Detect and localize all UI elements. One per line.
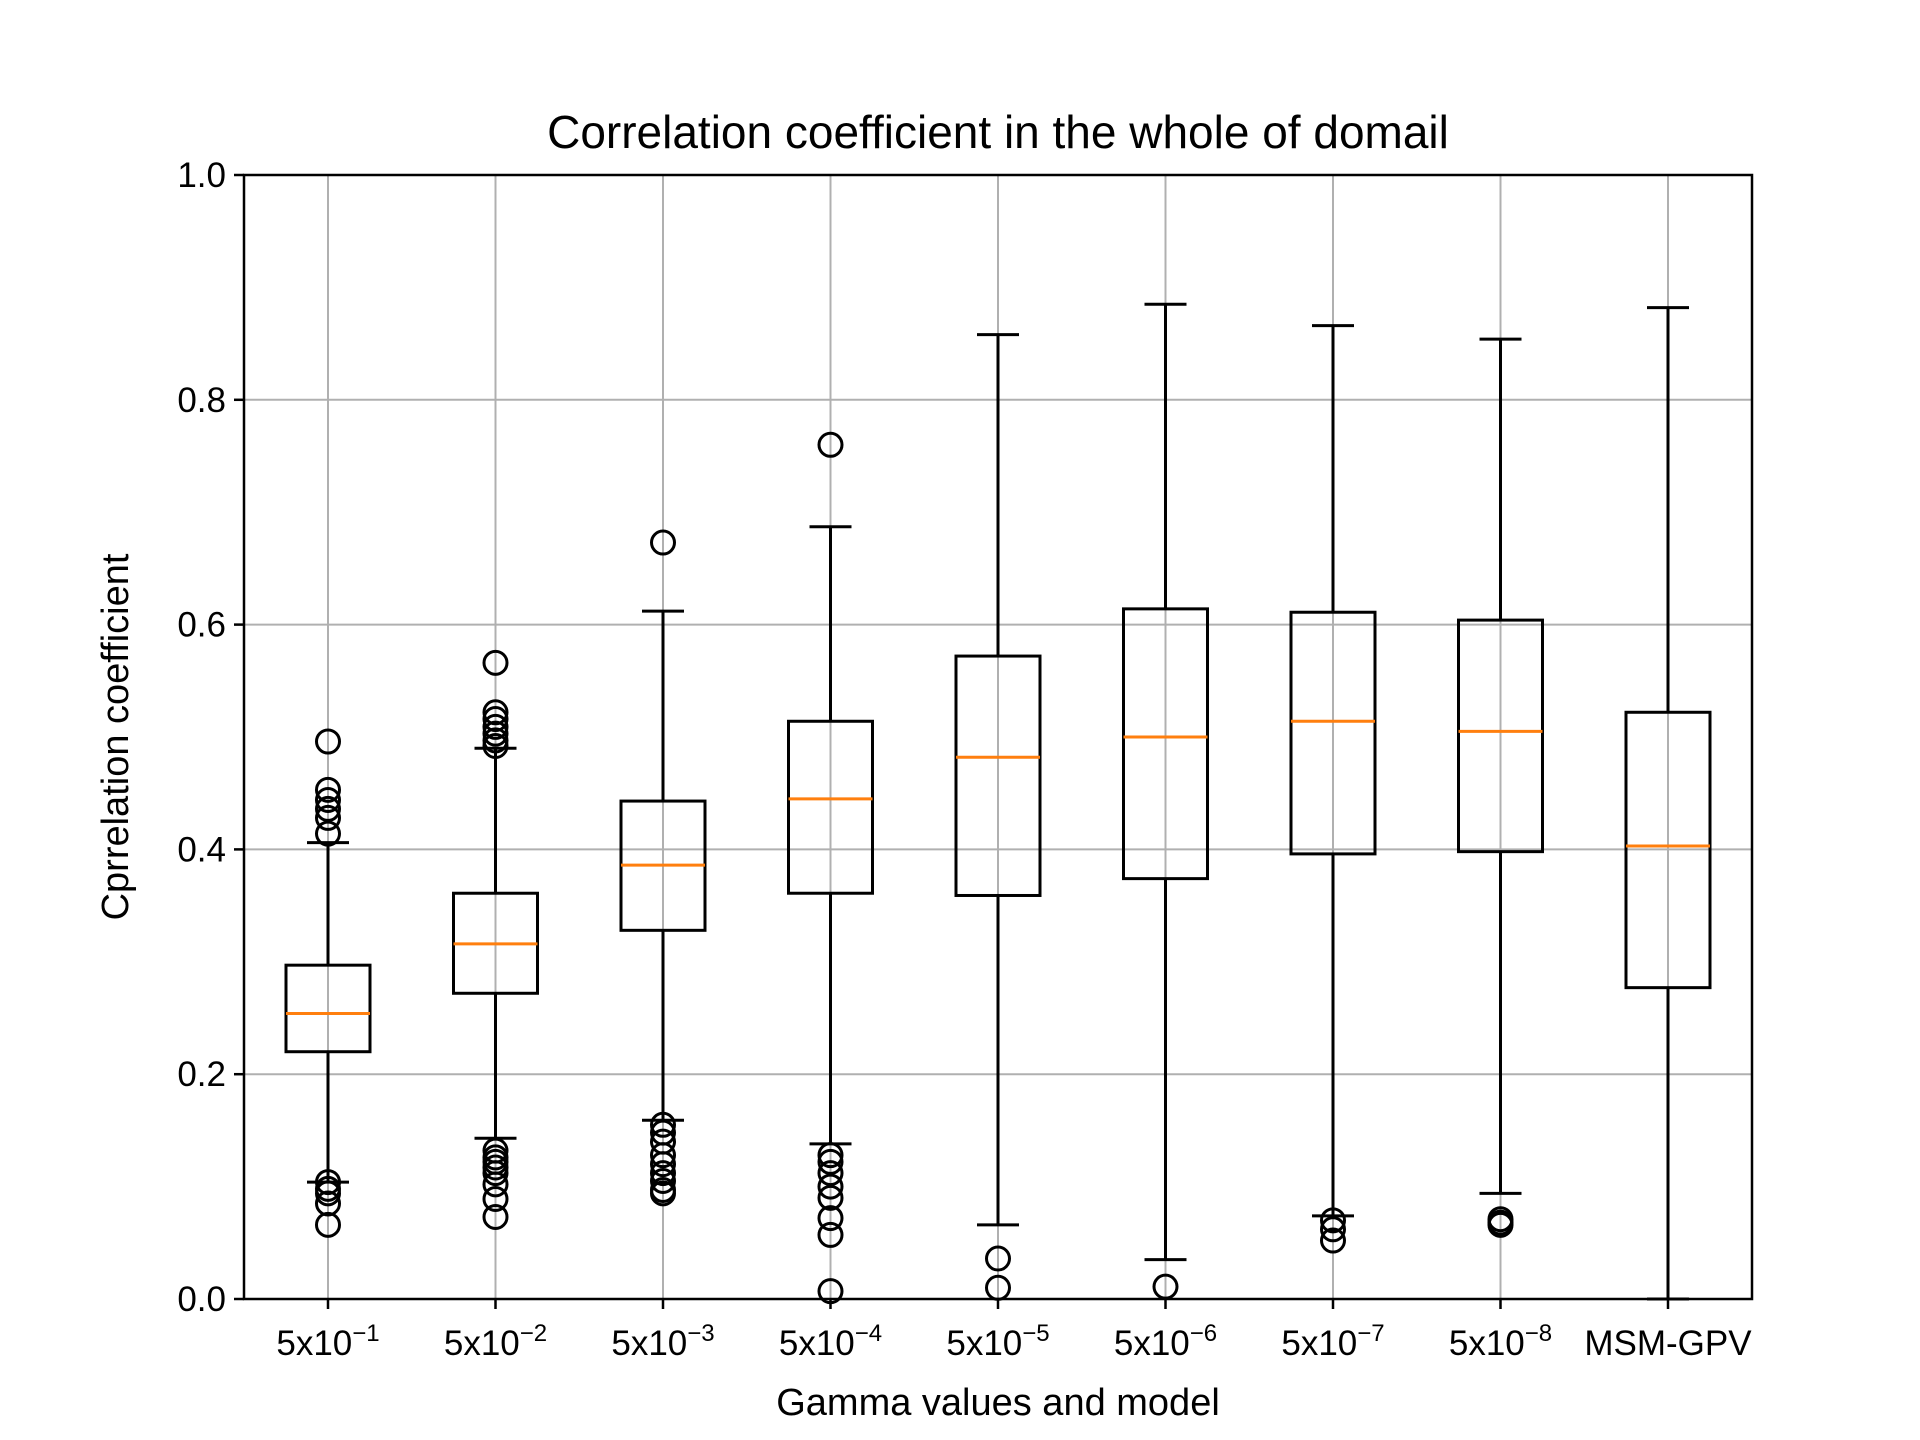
x-tick-label: 5x10−1 <box>276 1320 379 1363</box>
y-tick-label: 0.2 <box>177 1055 226 1094</box>
y-tick-label: 0.6 <box>177 606 226 645</box>
outlier-point <box>650 529 676 556</box>
box-5 <box>954 333 1042 1301</box>
boxes-layer <box>284 302 1712 1305</box>
iqr-box <box>1289 610 1377 856</box>
outlier-point <box>650 1111 676 1138</box>
outlier-point <box>817 1142 844 1169</box>
outlier-point <box>315 1190 341 1217</box>
iqr-box <box>1122 607 1209 881</box>
box-7 <box>1289 324 1377 1254</box>
outlier-point <box>315 728 341 755</box>
outlier-point <box>315 795 341 822</box>
outlier-point <box>482 1171 509 1198</box>
outlier-point <box>817 1205 844 1232</box>
iqr-box <box>787 719 874 895</box>
box-9 <box>1624 306 1712 1301</box>
x-tick-label: 5x10−8 <box>1449 1320 1552 1363</box>
y-axis-label: Cprrelation coefficient <box>95 553 137 920</box>
x-tick-label: 5x10−3 <box>611 1320 714 1363</box>
y-tick-label: 0.4 <box>177 830 226 869</box>
outlier-point <box>315 804 341 831</box>
outlier-point <box>315 1211 341 1238</box>
outlier-point <box>315 1180 341 1207</box>
outlier-point <box>482 649 509 676</box>
outlier-point <box>482 699 509 726</box>
outlier-point <box>1487 1211 1514 1238</box>
iqr-box <box>1457 618 1544 854</box>
outlier-point <box>1320 1227 1346 1254</box>
outlier-point <box>817 1184 844 1211</box>
x-axis-label: Gamma values and model <box>776 1382 1220 1424</box>
x-tick-label: MSM-GPV <box>1584 1324 1752 1363</box>
outlier-point <box>817 1160 844 1187</box>
outlier-point <box>650 1142 676 1169</box>
outlier-point <box>482 1185 509 1212</box>
outlier-point <box>482 706 509 733</box>
outlier-point <box>482 713 509 740</box>
outlier-point <box>315 776 341 803</box>
x-tick-label: 5x10−2 <box>444 1320 547 1363</box>
x-tick-label: 5x10−7 <box>1281 1320 1384 1363</box>
x-tick-label: 5x10−5 <box>946 1320 1049 1363</box>
chart-title: Correlation coefficient in the whole of … <box>547 106 1449 158</box>
iqr-box <box>954 654 1042 897</box>
outlier-point <box>315 1169 341 1196</box>
box-2 <box>452 649 539 1230</box>
iqr-box <box>1624 710 1712 990</box>
outlier-point <box>482 720 509 747</box>
x-tick-label: 5x10−6 <box>1114 1320 1217 1363</box>
y-tick-label: 0.8 <box>177 381 226 420</box>
outlier-point <box>482 1203 509 1230</box>
outlier-point <box>650 1167 676 1194</box>
outlier-point <box>1320 1207 1346 1234</box>
outlier-point <box>482 732 509 759</box>
y-tick-label: 0.0 <box>177 1280 226 1319</box>
outlier-point <box>315 786 341 813</box>
ticks-layer: 0.0 0.2 0.4 0.6 0.8 1.0 5x10−1 5x10−2 5x10−3 5x10… <box>177 156 1752 1363</box>
outlier-point <box>650 1151 676 1178</box>
y-tick-label: 1.0 <box>177 156 226 195</box>
box-8 <box>1457 337 1544 1238</box>
outlier-point <box>817 1148 844 1175</box>
outlier-point <box>817 1221 844 1248</box>
outlier-point <box>985 1245 1011 1272</box>
box-6 <box>1122 302 1209 1300</box>
box-3 <box>619 529 707 1207</box>
outlier-point <box>482 1160 509 1187</box>
outlier-point <box>650 1160 676 1187</box>
outlier-point <box>817 431 844 458</box>
outlier-point <box>315 820 341 847</box>
x-tick-label: 5x10−4 <box>779 1320 882 1363</box>
iqr-box <box>284 963 372 1054</box>
outlier-point <box>1320 1216 1346 1243</box>
outlier-point <box>817 1173 844 1200</box>
box-1 <box>284 728 372 1238</box>
outlier-point <box>650 1180 676 1207</box>
box-4 <box>787 431 874 1305</box>
